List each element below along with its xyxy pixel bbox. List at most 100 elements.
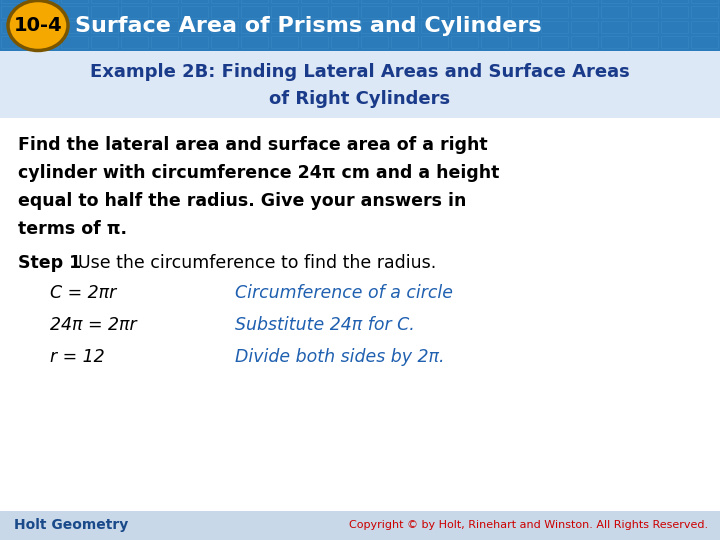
Bar	[601, 0, 628, 3]
Text: Use the circumference to find the radius.: Use the circumference to find the radius…	[78, 254, 436, 272]
Bar	[361, 6, 388, 18]
Text: Divide both sides by 2π.: Divide both sides by 2π.	[235, 348, 444, 366]
Text: Substitute 24π for C.: Substitute 24π for C.	[235, 316, 415, 334]
Bar	[451, 21, 478, 33]
Text: terms of π.: terms of π.	[18, 220, 127, 238]
Bar	[631, 0, 658, 3]
Bar	[121, 6, 148, 18]
Bar	[661, 36, 688, 48]
Bar	[61, 6, 88, 18]
Bar	[0, 0, 720, 51]
Bar	[31, 36, 58, 48]
Bar	[691, 36, 718, 48]
Bar	[1, 21, 28, 33]
Bar	[391, 0, 418, 3]
Bar	[151, 36, 178, 48]
Bar	[1, 36, 28, 48]
Text: C = 2πr: C = 2πr	[50, 284, 116, 302]
Text: Holt Geometry: Holt Geometry	[14, 518, 128, 532]
Bar	[691, 6, 718, 18]
Bar	[421, 0, 448, 3]
Bar	[181, 36, 208, 48]
Bar	[361, 36, 388, 48]
Text: Circumference of a circle: Circumference of a circle	[235, 284, 453, 302]
Bar	[571, 36, 598, 48]
Bar	[61, 36, 88, 48]
Bar	[361, 21, 388, 33]
Text: Example 2B: Finding Lateral Areas and Surface Areas: Example 2B: Finding Lateral Areas and Su…	[90, 63, 630, 82]
Text: cylinder with circumference 24π cm and a height: cylinder with circumference 24π cm and a…	[18, 164, 500, 182]
Bar	[0, 511, 720, 540]
Bar	[571, 21, 598, 33]
Bar	[331, 6, 358, 18]
Bar	[661, 21, 688, 33]
Bar	[541, 6, 568, 18]
Bar	[91, 36, 118, 48]
Bar	[601, 21, 628, 33]
Text: Surface Area of Prisms and Cylinders: Surface Area of Prisms and Cylinders	[75, 16, 541, 36]
Bar	[541, 0, 568, 3]
Bar	[151, 6, 178, 18]
Bar	[481, 21, 508, 33]
Bar	[211, 6, 238, 18]
Bar	[241, 0, 268, 3]
Bar	[271, 36, 298, 48]
Bar	[391, 36, 418, 48]
Bar	[211, 21, 238, 33]
Bar	[151, 21, 178, 33]
Bar	[631, 21, 658, 33]
Bar	[121, 0, 148, 3]
Bar	[481, 36, 508, 48]
Bar	[451, 0, 478, 3]
Bar	[691, 0, 718, 3]
Bar	[1, 6, 28, 18]
Bar	[661, 0, 688, 3]
Bar	[121, 21, 148, 33]
Bar	[121, 36, 148, 48]
Bar	[271, 0, 298, 3]
Bar	[31, 21, 58, 33]
Bar	[61, 0, 88, 3]
Bar	[31, 6, 58, 18]
Bar	[301, 0, 328, 3]
Bar	[211, 36, 238, 48]
Bar	[631, 36, 658, 48]
Bar	[271, 21, 298, 33]
Bar	[691, 21, 718, 33]
Bar	[451, 36, 478, 48]
Bar	[421, 21, 448, 33]
Text: 24π = 2πr: 24π = 2πr	[50, 316, 137, 334]
Text: Copyright © by Holt, Rinehart and Winston. All Rights Reserved.: Copyright © by Holt, Rinehart and Winsto…	[349, 521, 708, 530]
Bar	[511, 0, 538, 3]
Bar	[511, 36, 538, 48]
Bar	[301, 6, 328, 18]
Bar	[181, 21, 208, 33]
Bar	[181, 6, 208, 18]
Bar	[211, 0, 238, 3]
Ellipse shape	[8, 1, 68, 51]
Bar	[331, 21, 358, 33]
Bar	[541, 36, 568, 48]
Bar	[361, 0, 388, 3]
Bar	[241, 21, 268, 33]
Bar	[331, 0, 358, 3]
Bar	[91, 6, 118, 18]
Bar	[661, 6, 688, 18]
Text: of Right Cylinders: of Right Cylinders	[269, 90, 451, 108]
Bar	[481, 0, 508, 3]
Bar	[1, 0, 28, 3]
Text: Find the lateral area and surface area of a right: Find the lateral area and surface area o…	[18, 136, 487, 154]
Text: equal to half the radius. Give your answers in: equal to half the radius. Give your answ…	[18, 192, 467, 210]
Bar	[301, 21, 328, 33]
Bar	[511, 21, 538, 33]
Bar	[391, 21, 418, 33]
Bar	[421, 6, 448, 18]
Bar	[541, 21, 568, 33]
Bar	[601, 36, 628, 48]
Bar	[331, 36, 358, 48]
Bar	[181, 0, 208, 3]
Bar	[631, 6, 658, 18]
Bar	[571, 0, 598, 3]
Bar	[91, 21, 118, 33]
Bar	[0, 51, 720, 118]
